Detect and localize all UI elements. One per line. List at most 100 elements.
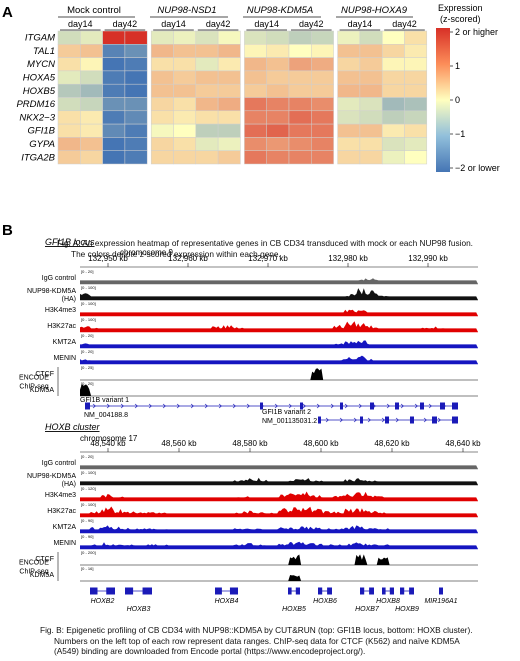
track-signal: [80, 321, 478, 332]
track-range-label: [0 - 20]: [81, 333, 93, 338]
heatmap-cell: [124, 70, 148, 85]
caption-b-line1: Fig. B: Epigenetic profiling of CB CD34 …: [40, 625, 473, 635]
heatmap-cell: [150, 44, 174, 58]
exon-block: [260, 402, 263, 410]
heatmap-cell: [102, 110, 126, 125]
exon-block: [215, 587, 222, 595]
heatmap-cell: [57, 110, 81, 125]
heatmap-cell: [102, 30, 126, 45]
legend-title-line1: Expression: [438, 3, 483, 13]
track-signal: [80, 506, 478, 517]
track-label: KMT2A: [53, 524, 77, 531]
ruler-tick-label: 132,990 kb: [408, 254, 448, 263]
exon-block: [85, 402, 90, 410]
heatmap-cell: [173, 57, 197, 72]
heatmap-cell: [57, 137, 81, 151]
exon-block: [389, 587, 394, 595]
heatmap-cell: [337, 123, 361, 138]
track-label: KMT2A: [53, 339, 77, 346]
strand-arrow: [176, 403, 180, 409]
heatmap-cell: [217, 44, 241, 58]
heatmap-cell: [244, 123, 267, 138]
heatmap-cell: [266, 150, 290, 165]
exon-block: [142, 587, 152, 595]
track-label: MENIN: [53, 355, 76, 362]
heatmap-cell: [359, 44, 383, 58]
exon-block: [395, 402, 399, 410]
heatmap-cell: [57, 30, 81, 45]
strand-arrow: [330, 403, 334, 409]
heatmap-row-label: MYCN: [27, 59, 55, 70]
heatmap-cell: [311, 83, 334, 98]
heatmap-cell: [195, 83, 219, 98]
track-signal: [80, 525, 478, 533]
heatmap-cell: [337, 97, 361, 112]
heatmap-cell: [381, 44, 405, 58]
heatmap-cell: [404, 44, 428, 58]
strand-arrow: [274, 403, 278, 409]
track-signal: [80, 491, 478, 501]
heatmap-cell: [217, 70, 241, 85]
heatmap-cell: [124, 137, 148, 151]
strand-arrow: [353, 417, 357, 423]
track-label: MENIN: [53, 540, 76, 547]
heatmap-cell: [195, 30, 219, 45]
heatmap-cell: [381, 137, 405, 151]
gene-label: HOXB5: [282, 606, 306, 613]
exon-block: [229, 587, 238, 595]
heatmap-cell: [57, 150, 81, 165]
heatmap-cell: [80, 30, 103, 45]
track-range-label: [0 - 25]: [81, 365, 93, 370]
heatmap-cell: [381, 83, 405, 98]
chromosome-label: chromosome 9: [120, 248, 173, 257]
heatmap-cell: [288, 70, 312, 85]
heatmap-row-labels: ITGAM TAL1 MYCN HOXA5 HOXB5 PRDM16 NKX2−3 GFI1B…: [16, 33, 55, 164]
track-range-label: [0 - 100]: [81, 502, 96, 507]
heatmap-cell: [124, 150, 148, 165]
heatmap-cell: [173, 123, 197, 138]
strand-arrow: [106, 403, 110, 409]
heatmap-cell: [381, 70, 405, 85]
heatmap-cell: [288, 44, 312, 58]
heatmap-row-label: ITGA2B: [21, 152, 55, 163]
group-header-nsd1: NUP98-NSD1: [157, 5, 216, 16]
heatmap-cell: [266, 137, 290, 151]
track-signal: [80, 465, 478, 469]
heatmap-cell: [359, 57, 383, 72]
heatmap-cell: [217, 137, 241, 151]
heatmap-cell: [359, 70, 383, 85]
strand-arrow: [218, 403, 222, 409]
legend-max-label: 2 or higher: [455, 27, 498, 37]
heatmap-cell: [80, 123, 103, 138]
strand-arrow: [428, 403, 432, 409]
exon-block: [90, 587, 98, 595]
track-range-label: [0 - 20]: [81, 269, 93, 274]
heatmap-cell: [266, 110, 290, 125]
heatmap-cell: [80, 110, 103, 125]
heatmap-cell: [244, 30, 267, 45]
heatmap-cell: [288, 57, 312, 72]
strand-arrow: [437, 417, 441, 423]
heatmap-cell: [80, 83, 103, 98]
heatmap-row-label: PRDM16: [16, 99, 55, 110]
track-range-label: [0 - 90]: [81, 518, 93, 523]
heatmap-cell: [80, 97, 103, 112]
exon-block: [410, 416, 414, 424]
track-range-label: [0 - 100]: [81, 317, 96, 322]
day-label: day14: [68, 19, 93, 29]
heatmap-cell: [217, 150, 241, 165]
strand-arrow: [358, 403, 362, 409]
heatmap-cell: [404, 70, 428, 85]
heatmap-cell: [217, 30, 241, 45]
track-range-label: [0 - 200]: [81, 550, 96, 555]
ruler-tick-label: 132,960 kb: [168, 254, 208, 263]
heatmap-row-label: GFI1B: [28, 126, 56, 137]
heatmap-cell: [124, 30, 148, 45]
heatmap-cell: [244, 137, 267, 151]
exon-block: [318, 587, 323, 595]
strand-arrow: [92, 403, 96, 409]
heatmap-cell: [150, 150, 174, 165]
gene-label: GFI1B variant 2: [262, 409, 311, 416]
exon-block: [439, 587, 442, 595]
